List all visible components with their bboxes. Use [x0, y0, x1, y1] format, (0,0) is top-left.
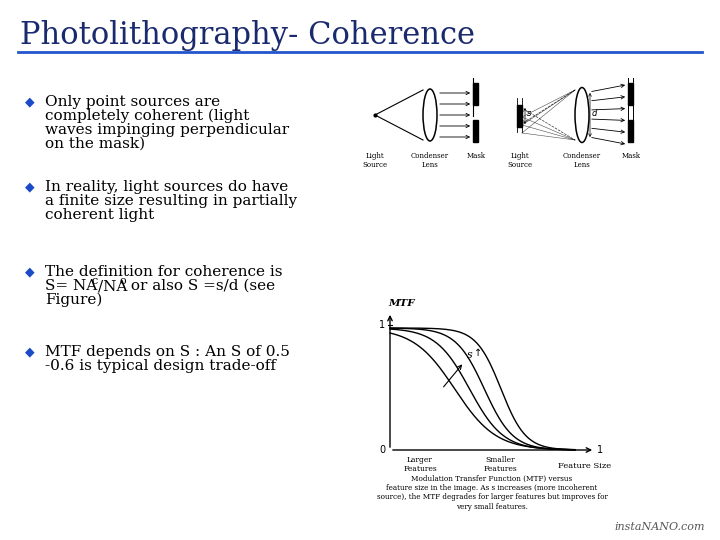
Text: ◆: ◆ [25, 180, 35, 193]
Text: ↑: ↑ [474, 348, 482, 358]
Text: ◆: ◆ [25, 95, 35, 108]
Bar [473, 83, 478, 105]
Text: Light
Source: Light Source [508, 152, 533, 169]
Text: The definition for coherence is: The definition for coherence is [45, 265, 282, 279]
Text: Mask: Mask [467, 152, 485, 160]
Text: completely coherent (light: completely coherent (light [45, 109, 249, 124]
Text: a finite size resulting in partially: a finite size resulting in partially [45, 194, 297, 208]
Text: S= NA: S= NA [45, 279, 97, 293]
Bar [473, 120, 478, 142]
Text: Figure): Figure) [45, 293, 102, 307]
Text: instaNANO.com: instaNANO.com [614, 522, 705, 532]
Text: Only point sources are: Only point sources are [45, 95, 220, 109]
Text: on the mask): on the mask) [45, 137, 145, 151]
Text: Feature Size: Feature Size [559, 462, 611, 470]
Text: In reality, light sources do have: In reality, light sources do have [45, 180, 288, 194]
Text: ◆: ◆ [25, 345, 35, 358]
Text: MTF depends on S : An S of 0.5: MTF depends on S : An S of 0.5 [45, 345, 290, 359]
Text: ◆: ◆ [25, 265, 35, 278]
Text: coherent light: coherent light [45, 208, 154, 222]
Text: Light
Source: Light Source [362, 152, 387, 169]
Text: Photolithography- Coherence: Photolithography- Coherence [20, 20, 475, 51]
Text: s: s [527, 109, 531, 118]
Text: -0.6 is typical design trade-off: -0.6 is typical design trade-off [45, 359, 276, 373]
Bar [628, 120, 633, 142]
Text: Larger
Features: Larger Features [403, 456, 437, 473]
Text: Condenser
Lens: Condenser Lens [563, 152, 601, 169]
Text: 1: 1 [597, 445, 603, 455]
Text: s: s [467, 350, 473, 360]
Bar [517, 105, 522, 127]
Text: 1: 1 [379, 320, 385, 330]
Text: /NA: /NA [98, 279, 127, 293]
Text: waves impinging perpendicular: waves impinging perpendicular [45, 123, 289, 137]
Text: d: d [592, 109, 598, 118]
Bar [628, 83, 633, 105]
Text: or also S =s/d (see: or also S =s/d (see [126, 279, 275, 293]
Text: c: c [92, 276, 98, 286]
Text: o: o [120, 276, 127, 286]
Text: MTF: MTF [388, 299, 415, 308]
Text: Condenser
Lens: Condenser Lens [411, 152, 449, 169]
Text: Smaller
Features: Smaller Features [483, 456, 517, 473]
Text: Mask: Mask [621, 152, 641, 160]
Text: 0: 0 [379, 445, 385, 455]
Text: Modulation Transfer Function (MTF) versus
feature size in the image. As s increa: Modulation Transfer Function (MTF) versu… [377, 475, 608, 511]
